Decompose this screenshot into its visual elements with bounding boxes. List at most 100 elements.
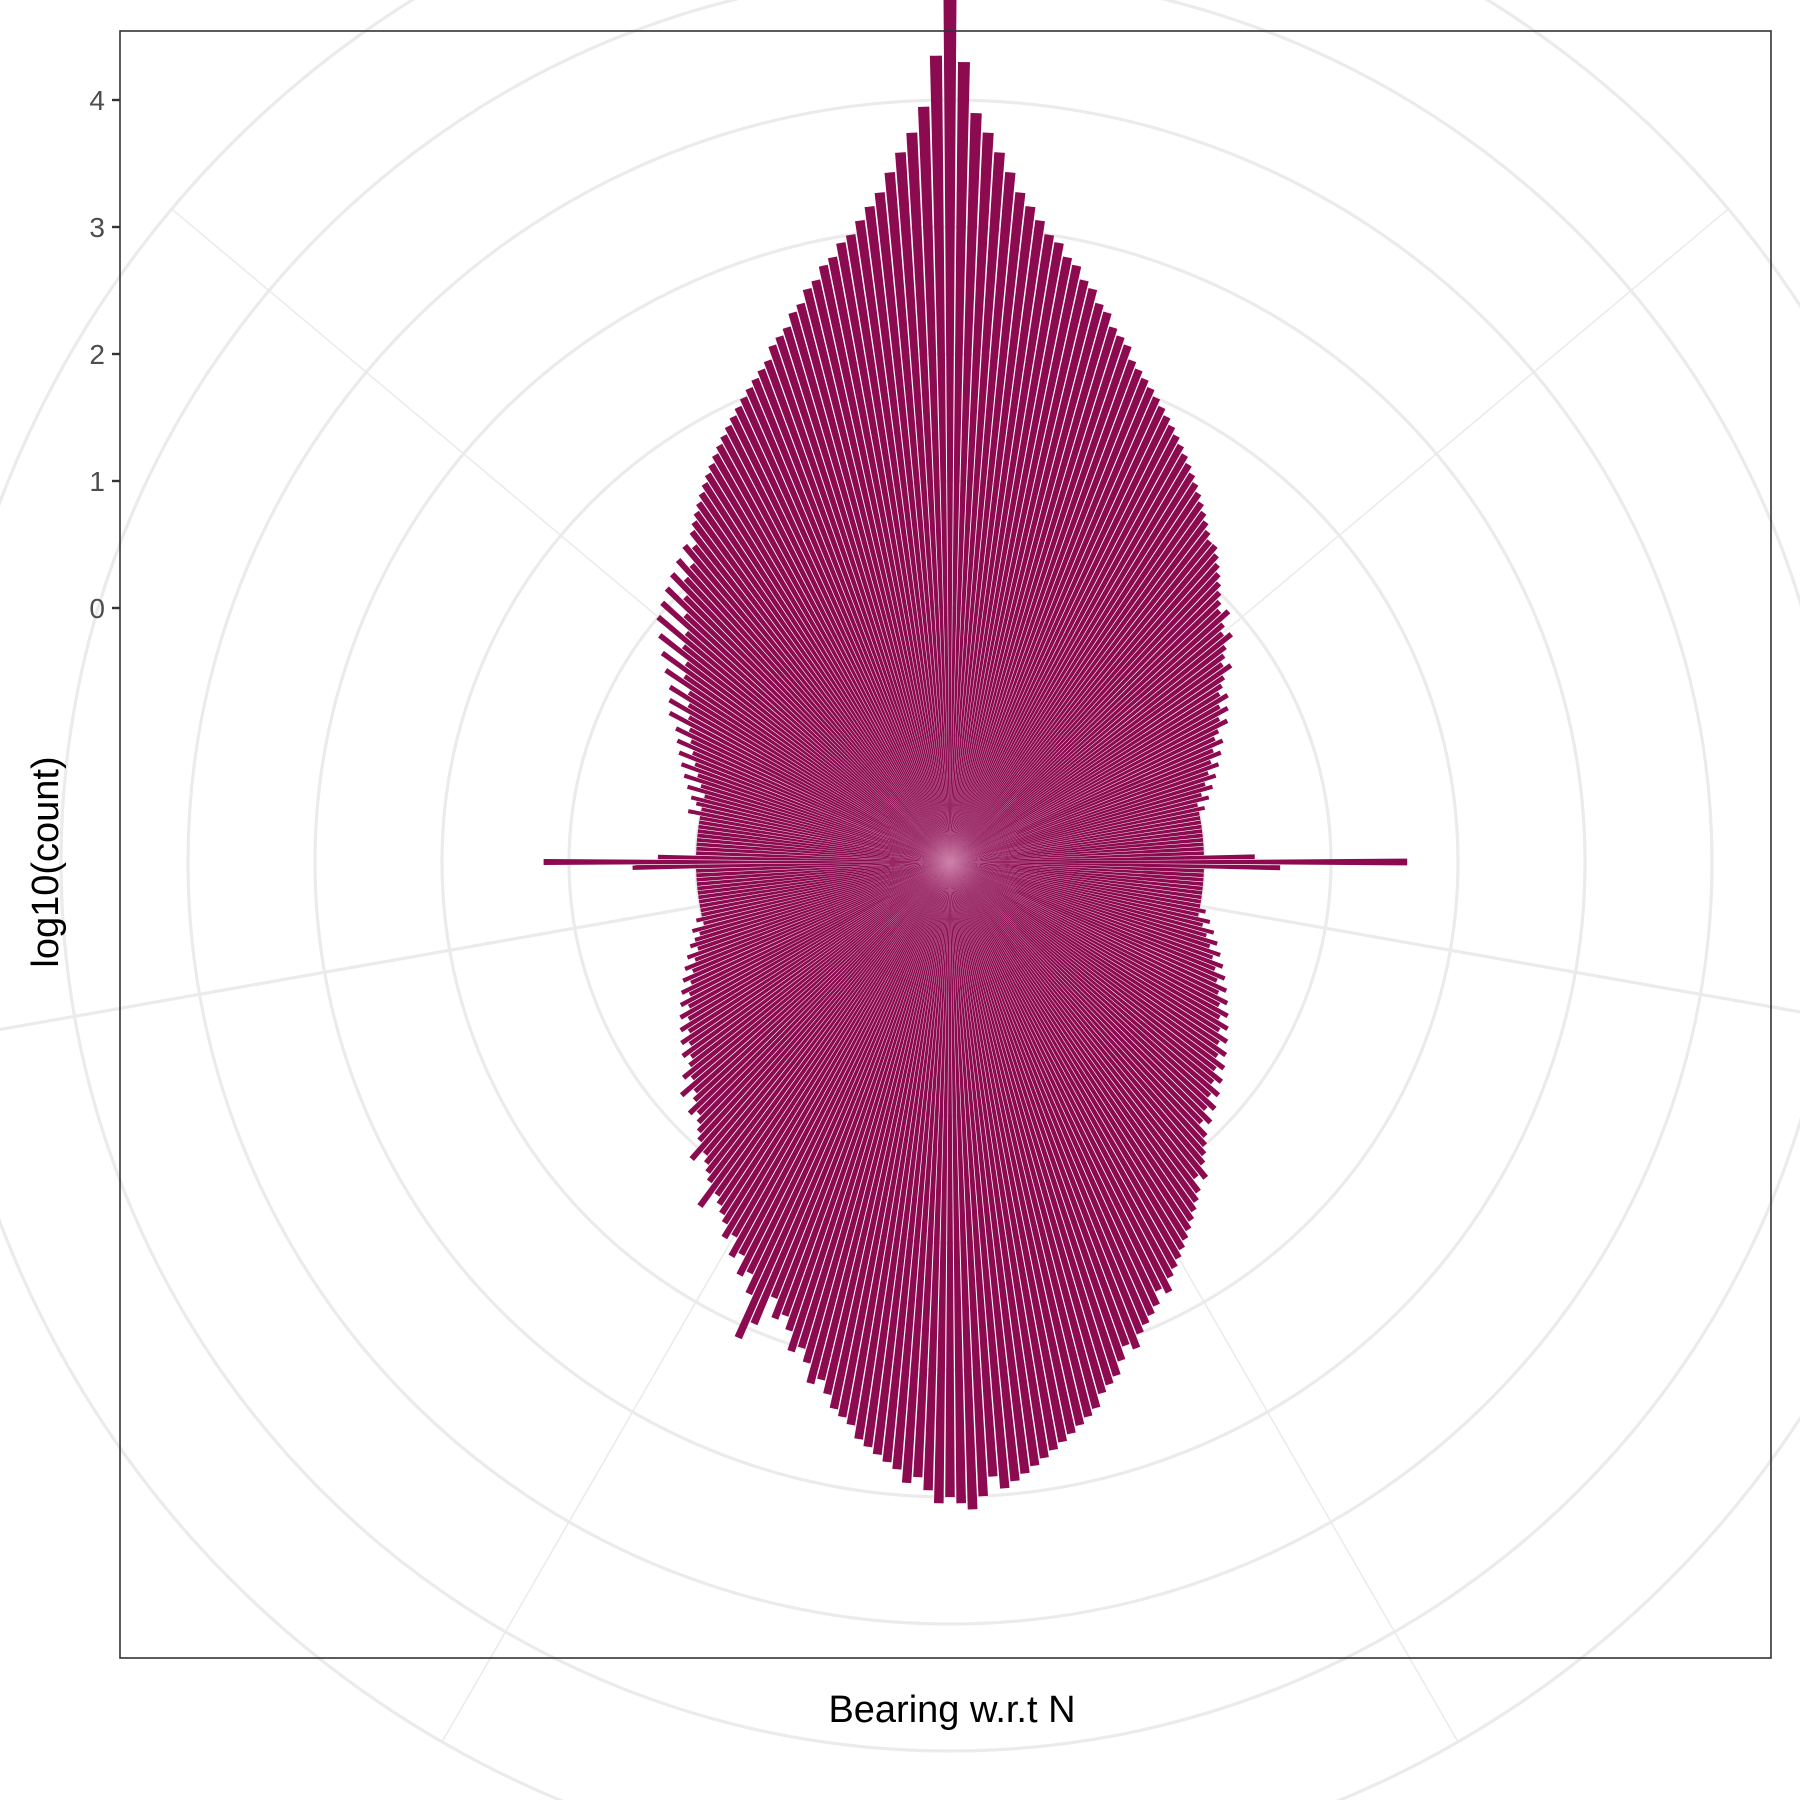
bar [950,862,1114,1386]
bar [738,862,950,1257]
bar [950,862,1192,1232]
bar [872,862,950,1455]
bar [854,862,950,1440]
bar [950,862,1209,1180]
bar [950,759,1212,862]
bar [696,837,950,862]
bar [781,862,950,1317]
bar [950,803,1198,862]
bar [668,710,950,862]
bar [788,311,950,863]
bar [736,862,950,1277]
grid-circle [59,0,1800,1753]
bar [950,862,1226,981]
bar [724,424,950,862]
bar [950,862,1160,1307]
bar [950,862,1155,1316]
bar [950,862,1281,871]
y-tick-label: 0 [89,593,105,624]
bar [950,242,1064,863]
bar [950,729,1220,862]
bar [691,862,950,933]
bar [632,862,950,870]
y-tick-label: 4 [89,85,105,116]
bar [950,862,1224,969]
bar [817,862,950,1381]
bar [950,862,1020,1482]
bar [950,862,1201,908]
bar [950,862,1221,958]
bar [679,862,950,1098]
bar [950,782,1206,862]
bar [950,862,1101,1409]
bar [950,862,1010,1489]
bar [712,453,950,862]
bar [697,862,950,895]
bar [692,862,950,1103]
bar [693,510,950,862]
bar [657,854,950,862]
bar [950,862,1226,1071]
bar [950,862,1059,1451]
bar [950,862,1229,1019]
bar [950,718,1229,862]
bar [695,801,950,862]
bar [694,862,950,962]
bar [950,862,1229,1031]
bar [543,858,950,866]
bar [683,674,950,862]
bar [950,862,1197,1213]
bar [950,862,1217,1072]
bar [669,572,950,862]
bar [863,862,950,1448]
bar [696,862,950,873]
bar [950,415,1171,862]
bar [686,784,950,862]
bar [950,644,1227,862]
bar [950,302,1104,863]
bar [697,773,950,862]
bar [768,344,950,863]
bar [950,771,1209,862]
bar [763,359,950,862]
bar [950,335,1125,862]
bar [668,684,950,862]
bar [950,691,1221,862]
bar [950,862,1144,1335]
bar [950,862,1068,1443]
bar [950,599,1222,862]
bar [950,837,1204,862]
bar [739,396,950,862]
bar [950,862,1199,1203]
bar [950,862,1220,1046]
bar [950,862,1174,1279]
bar [950,472,1196,862]
bar [689,562,950,862]
bar [688,862,950,1047]
bar [906,132,950,863]
bar [797,862,950,1349]
bar [950,862,1204,873]
bar [704,472,950,862]
bar [950,816,1201,862]
bar [950,862,1204,882]
bar [796,302,950,863]
bar [691,544,950,862]
bar [895,152,950,862]
bar [950,862,1040,1467]
bar [950,234,1055,863]
bar [950,693,1229,862]
bar [682,543,950,862]
bar [716,862,950,1206]
bar [950,631,1225,862]
bar [686,862,950,960]
bar [681,644,950,862]
bar [950,862,1219,1059]
bar [827,256,950,862]
bar [950,862,1228,993]
bar [950,590,1222,862]
bar [950,805,1206,862]
bar [720,434,950,862]
bar [950,862,1126,1362]
bar [950,862,1173,1294]
